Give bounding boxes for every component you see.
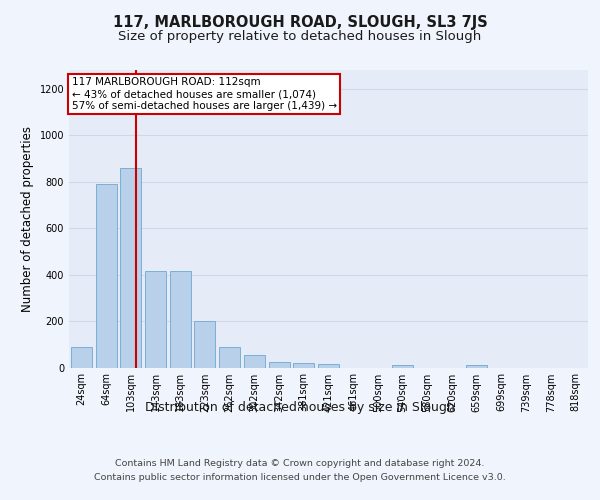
Y-axis label: Number of detached properties: Number of detached properties xyxy=(21,126,34,312)
Bar xyxy=(194,321,215,368)
Bar xyxy=(120,168,141,368)
Bar xyxy=(145,271,166,368)
Text: 117 MARLBOROUGH ROAD: 112sqm
← 43% of detached houses are smaller (1,074)
57% of: 117 MARLBOROUGH ROAD: 112sqm ← 43% of de… xyxy=(71,78,337,110)
Bar xyxy=(466,364,487,368)
Text: Distribution of detached houses by size in Slough: Distribution of detached houses by size … xyxy=(145,401,455,414)
Text: Contains HM Land Registry data © Crown copyright and database right 2024.: Contains HM Land Registry data © Crown c… xyxy=(115,460,485,468)
Bar xyxy=(392,364,413,368)
Bar xyxy=(269,362,290,368)
Bar xyxy=(318,364,339,368)
Bar xyxy=(95,184,116,368)
Text: Size of property relative to detached houses in Slough: Size of property relative to detached ho… xyxy=(118,30,482,43)
Bar xyxy=(219,346,240,368)
Bar xyxy=(244,354,265,368)
Bar xyxy=(71,346,92,368)
Bar xyxy=(170,271,191,368)
Text: Contains public sector information licensed under the Open Government Licence v3: Contains public sector information licen… xyxy=(94,473,506,482)
Bar xyxy=(293,363,314,368)
Text: 117, MARLBOROUGH ROAD, SLOUGH, SL3 7JS: 117, MARLBOROUGH ROAD, SLOUGH, SL3 7JS xyxy=(113,15,487,30)
